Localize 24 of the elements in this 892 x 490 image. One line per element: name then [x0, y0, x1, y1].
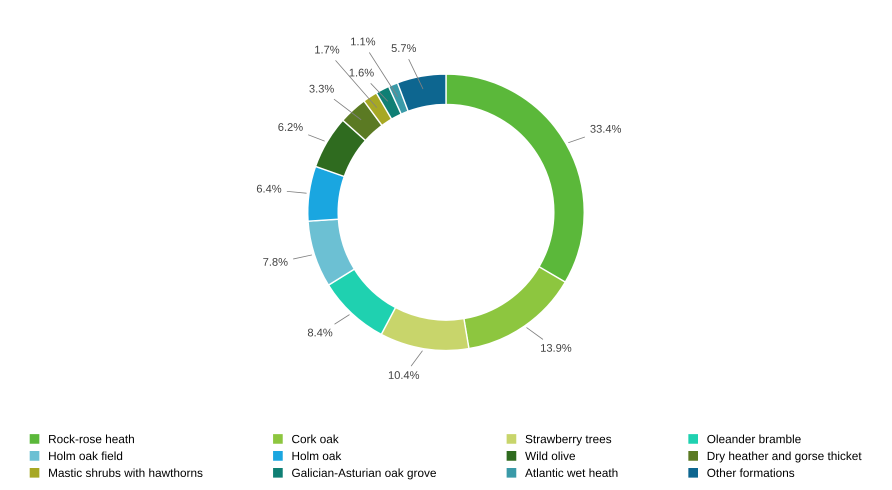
legend-label: Strawberry trees — [526, 434, 612, 446]
legend-label: Wild olive — [525, 451, 576, 460]
data-label: 3.3% — [309, 84, 334, 93]
data-label: 1.1% — [351, 38, 376, 46]
legend-label: Dry heather and gorse thicket — [708, 451, 862, 462]
legend-label: Other formations — [707, 468, 794, 478]
data-label: 8.4% — [308, 328, 332, 336]
data-label: 33.4% — [590, 124, 622, 133]
legend-label: Atlantic wet heath — [525, 468, 618, 478]
data-label: 5.7% — [392, 44, 416, 52]
data-label: 1.7% — [315, 46, 340, 54]
data-label: 13.9% — [541, 344, 572, 352]
legend-label: Holm oak field — [49, 451, 122, 460]
legend-label: Rock-rose heath — [49, 434, 134, 444]
legend-label: Oleander bramble — [707, 434, 801, 444]
data-label: 1.6% — [350, 68, 374, 77]
legend-label: Cork oak — [292, 434, 339, 444]
data-label: 6.4% — [256, 184, 282, 193]
legend-label: Mastic shrubs with hawthorns — [49, 468, 203, 478]
data-label: 6.2% — [278, 123, 303, 131]
legend-label: Galician-Asturian oak grove — [292, 468, 436, 480]
data-label: 10.4% — [388, 371, 420, 380]
data-label: 7.8% — [263, 258, 288, 266]
legend-label: Holm oak — [292, 451, 342, 460]
